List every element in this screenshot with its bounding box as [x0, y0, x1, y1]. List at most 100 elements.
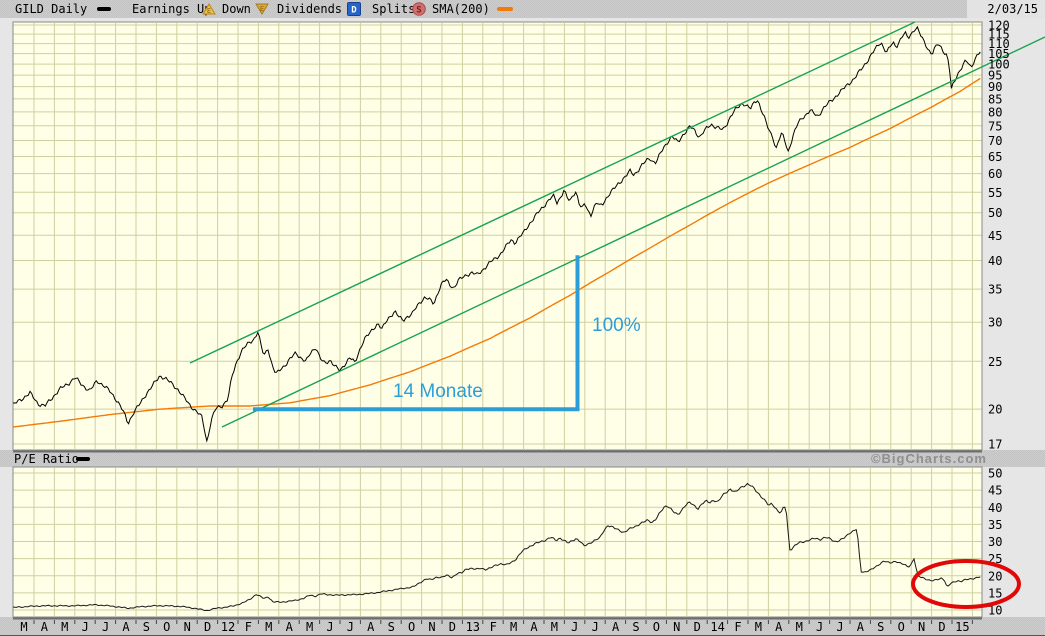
svg-text:E: E [207, 7, 211, 15]
svg-text:A: A [122, 620, 130, 634]
svg-text:A: A [530, 620, 538, 634]
price-line-swatch-icon [97, 7, 111, 11]
svg-text:N: N [673, 620, 680, 634]
bigcharts-watermark: ©BigCharts.com [870, 451, 987, 466]
svg-text:50: 50 [988, 467, 1002, 481]
svg-text:M: M [551, 620, 558, 634]
svg-text:120: 120 [988, 19, 1010, 33]
svg-text:S: S [416, 6, 421, 16]
earnings-down-triangle-icon: E [255, 3, 269, 15]
sma-label: SMA(200) [432, 2, 490, 16]
svg-text:110: 110 [988, 37, 1010, 51]
earnings-up-triangle-icon: E [202, 3, 216, 15]
svg-text:75: 75 [988, 119, 1002, 133]
svg-text:D: D [204, 620, 211, 634]
svg-text:60: 60 [988, 167, 1002, 181]
svg-text:12: 12 [221, 620, 235, 634]
gridlines [13, 23, 982, 616]
svg-text:M: M [755, 620, 762, 634]
svg-text:D: D [694, 620, 701, 634]
svg-text:M: M [265, 620, 272, 634]
earnings-up-label: Earnings Up [132, 2, 212, 16]
svg-text:95: 95 [988, 69, 1002, 83]
svg-text:J: J [816, 620, 823, 634]
plot-backgrounds [13, 22, 982, 617]
svg-text:M: M [510, 620, 517, 634]
svg-text:A: A [41, 620, 49, 634]
panel-frames [12, 21, 983, 624]
svg-text:A: A [367, 620, 375, 634]
annotation-ellipse-icon [911, 559, 1021, 609]
svg-text:14: 14 [710, 620, 724, 634]
svg-text:F: F [245, 620, 252, 634]
svg-text:15: 15 [955, 620, 969, 634]
svg-text:55: 55 [988, 186, 1002, 200]
svg-text:70: 70 [988, 134, 1002, 148]
svg-text:O: O [898, 620, 905, 634]
svg-text:N: N [184, 620, 191, 634]
svg-text:A: A [612, 620, 620, 634]
svg-text:40: 40 [988, 254, 1002, 268]
svg-text:N: N [428, 620, 435, 634]
dividends-label: Dividends [277, 2, 343, 16]
annotation-percent-label: 100% [592, 315, 641, 336]
svg-text:40: 40 [988, 501, 1002, 515]
svg-text:F: F [734, 620, 741, 634]
svg-text:S: S [877, 620, 884, 634]
svg-text:D: D [449, 620, 456, 634]
svg-text:20: 20 [988, 569, 1002, 583]
svg-text:J: J [326, 620, 333, 634]
svg-text:115: 115 [988, 28, 1010, 42]
price-and-sma-series [12, 25, 981, 443]
splits-badge-icon: S [412, 2, 426, 16]
svg-text:A: A [286, 620, 294, 634]
svg-text:O: O [653, 620, 660, 634]
svg-text:J: J [102, 620, 109, 634]
svg-text:35: 35 [988, 518, 1002, 532]
svg-text:J: J [82, 620, 89, 634]
svg-text:A: A [775, 620, 783, 634]
symbol-title: GILD Daily [15, 2, 88, 16]
pe-ratio-series [12, 482, 981, 612]
svg-text:S: S [632, 620, 639, 634]
pe-header-bar [0, 450, 1045, 467]
svg-text:80: 80 [988, 105, 1002, 119]
svg-text:85: 85 [988, 92, 1002, 106]
sma-line-swatch-icon [497, 7, 513, 11]
svg-text:J: J [592, 620, 599, 634]
svg-text:O: O [408, 620, 415, 634]
dividends-badge-icon: D [347, 2, 361, 16]
svg-text:J: J [836, 620, 843, 634]
svg-text:65: 65 [988, 150, 1002, 164]
svg-text:105: 105 [988, 47, 1010, 61]
trend-channel-lines [189, 21, 1045, 428]
svg-text:50: 50 [988, 206, 1002, 220]
svg-text:M: M [796, 620, 803, 634]
svg-text:90: 90 [988, 80, 1002, 94]
svg-text:S: S [388, 620, 395, 634]
svg-text:30: 30 [988, 316, 1002, 330]
svg-text:10: 10 [988, 604, 1002, 618]
svg-text:M: M [61, 620, 68, 634]
svg-text:100: 100 [988, 58, 1010, 72]
svg-text:D: D [351, 6, 357, 16]
splits-label: Splits [372, 2, 416, 16]
svg-text:J: J [347, 620, 354, 634]
last-date-label: 2/03/15 [967, 0, 1045, 18]
svg-text:15: 15 [988, 586, 1002, 600]
svg-text:M: M [306, 620, 313, 634]
svg-text:S: S [143, 620, 150, 634]
svg-text:45: 45 [988, 229, 1002, 243]
svg-text:17: 17 [988, 437, 1002, 451]
svg-text:J: J [571, 620, 578, 634]
svg-text:30: 30 [988, 535, 1002, 549]
svg-text:D: D [938, 620, 945, 634]
annotation-bracket [253, 255, 580, 412]
svg-text:A: A [857, 620, 865, 634]
svg-text:45: 45 [988, 484, 1002, 498]
svg-text:N: N [918, 620, 925, 634]
annotation-duration-label: 14 Monate [393, 381, 483, 402]
